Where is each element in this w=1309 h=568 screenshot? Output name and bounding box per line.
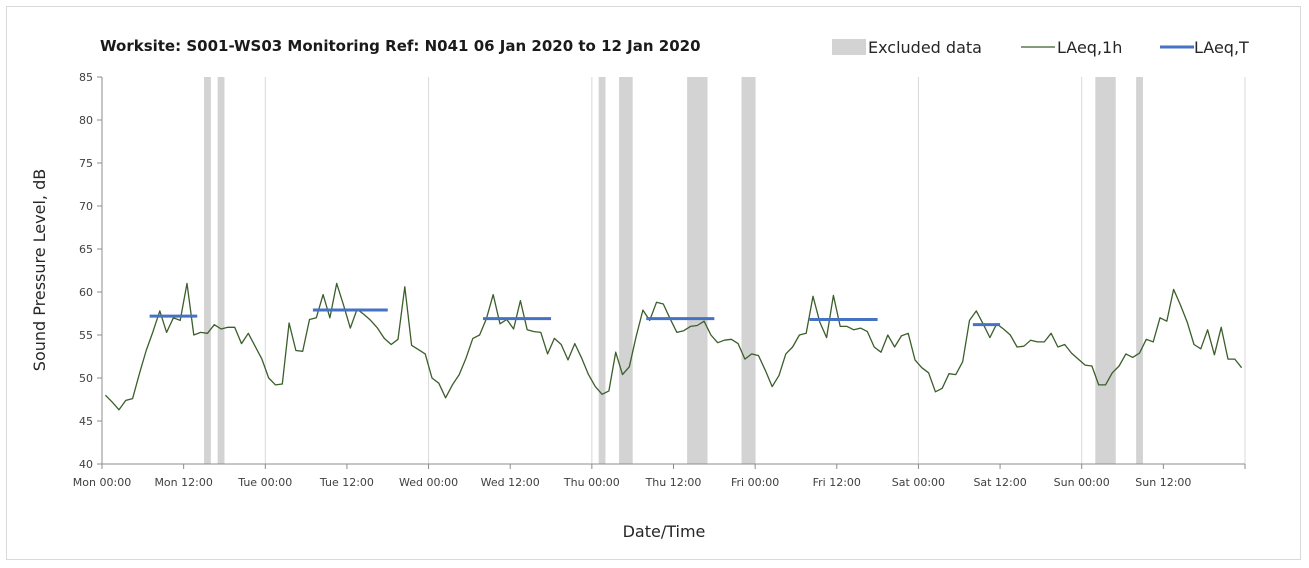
legend-excluded-swatch	[832, 39, 866, 55]
x-tick-label: Thu 00:00	[563, 476, 620, 489]
y-tick-label: 40	[79, 458, 93, 471]
series	[104, 282, 1243, 411]
x-tick-label: Fri 12:00	[813, 476, 861, 489]
excluded-band	[1095, 77, 1116, 464]
y-tick-label: 75	[79, 157, 93, 170]
excluded-band	[204, 77, 211, 464]
x-tick-label: Sat 00:00	[892, 476, 945, 489]
excluded-band	[217, 77, 225, 464]
excluded-band	[619, 77, 633, 464]
x-tick-labels: Mon 00:00 Mon 12:00 Tue 00:00 Tue 12:00 Wed …	[73, 476, 1192, 489]
x-tick-label: Mon 00:00	[73, 476, 131, 489]
y-tick-label: 55	[79, 329, 93, 342]
grid	[264, 77, 1246, 464]
excluded-band	[687, 77, 708, 464]
y-tick-label: 65	[79, 243, 93, 256]
laeq-1h-series-line	[104, 282, 1243, 411]
x-tick-label: Sun 00:00	[1054, 476, 1110, 489]
y-tick-label: 85	[79, 71, 93, 84]
x-tick-label: Fri 00:00	[731, 476, 779, 489]
y-tick-label: 50	[79, 372, 93, 385]
x-tick-label: Mon 12:00	[154, 476, 212, 489]
x-tick-label: Wed 12:00	[481, 476, 540, 489]
legend-excluded-label: Excluded data	[868, 38, 982, 57]
axes	[97, 76, 1246, 469]
legend: Excluded data LAeq,1h LAeq,T	[832, 38, 1249, 57]
y-tick-label: 60	[79, 286, 93, 299]
chart-title: Worksite: S001-WS03 Monitoring Ref: N041…	[100, 37, 701, 55]
excluded-band	[1136, 77, 1143, 464]
x-tick-label: Tue 12:00	[319, 476, 374, 489]
x-tick-label: Sat 12:00	[973, 476, 1026, 489]
x-tick-label: Sun 12:00	[1135, 476, 1191, 489]
x-axis-label: Date/Time	[623, 522, 706, 541]
legend-laeqT-label: LAeq,T	[1194, 38, 1249, 57]
excluded-band	[598, 77, 606, 464]
excluded-band	[741, 77, 756, 464]
y-tick-label: 70	[79, 200, 93, 213]
y-tick-label: 45	[79, 415, 93, 428]
legend-laeq1h-label: LAeq,1h	[1057, 38, 1122, 57]
y-tick-label: 80	[79, 114, 93, 127]
y-axis-label: Sound Pressure Level, dB	[30, 169, 49, 371]
x-tick-label: Tue 00:00	[237, 476, 292, 489]
excluded-data-bands	[204, 77, 1143, 464]
x-tick-label: Wed 00:00	[399, 476, 458, 489]
y-tick-labels: 40 45 50 55 60 65 70 75 80 85	[79, 71, 93, 471]
x-tick-label: Thu 12:00	[645, 476, 702, 489]
